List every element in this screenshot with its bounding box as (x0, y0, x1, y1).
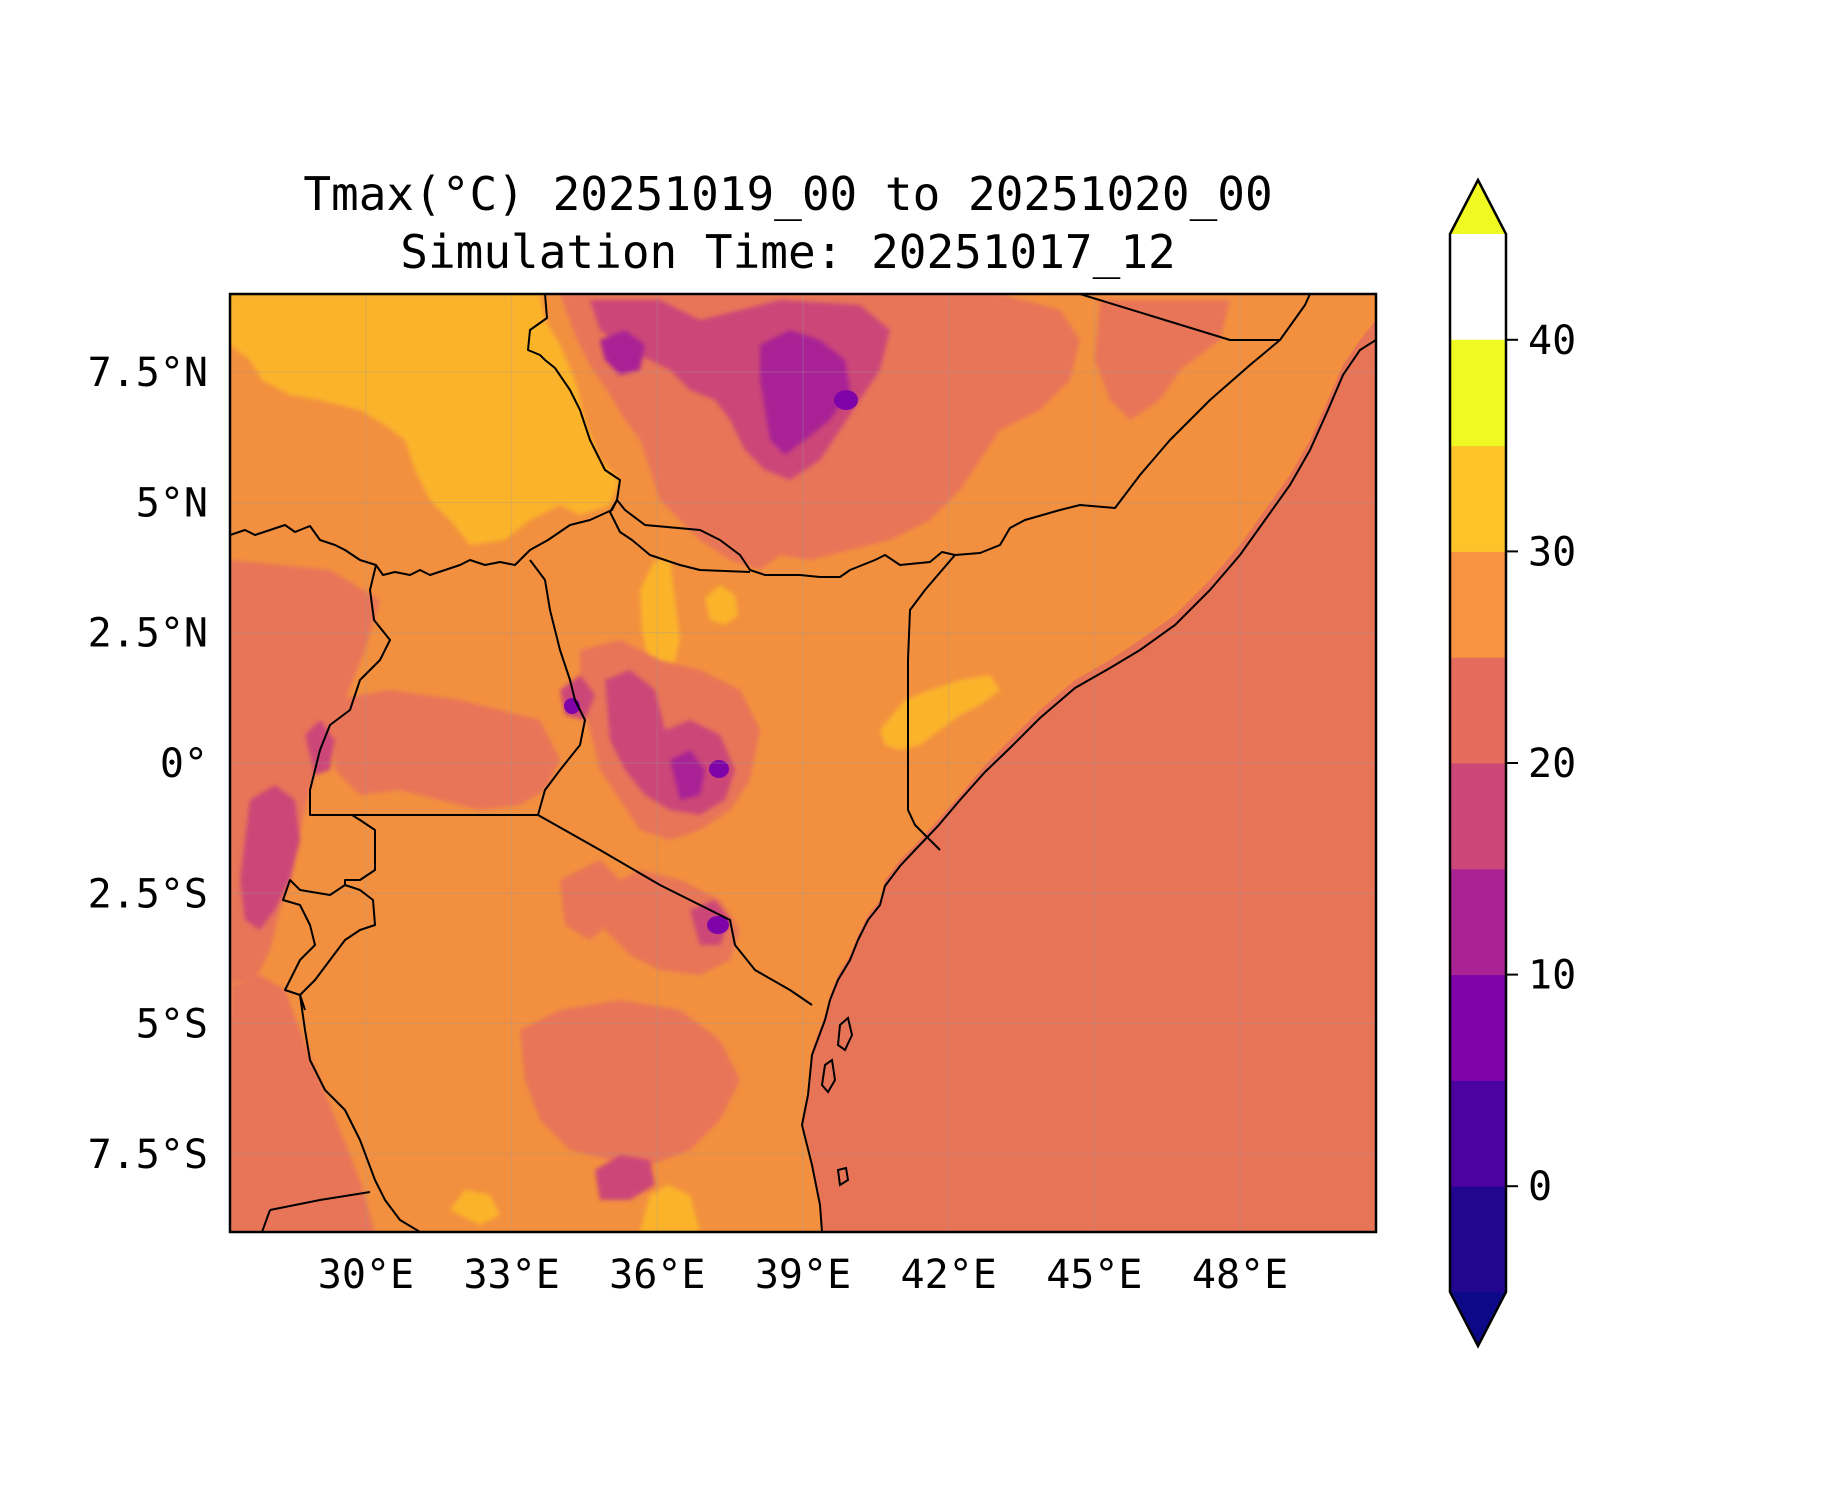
colorbar-tick-label: 20 (1528, 741, 1576, 787)
lat-tick-label: 2.5°S (88, 871, 208, 917)
lon-tick-label: 33°E (463, 1252, 559, 1298)
island-mafia (836, 1166, 850, 1187)
colorbar-tick-label: 30 (1528, 529, 1576, 575)
hot-patch-sw-kenya (880, 675, 1000, 750)
lat-tick-label: 7.5°N (88, 350, 208, 396)
lon-tick-label: 42°E (901, 1252, 997, 1298)
colorbar-outline (1448, 177, 1508, 1349)
hot-patch-somalia (705, 585, 738, 625)
map-panel (230, 294, 1376, 1232)
lat-tick-label: 5°N (136, 480, 208, 526)
colorbar-band (1450, 974, 1506, 1081)
colorbar-tick-label: 40 (1528, 318, 1576, 364)
cold-spot-kilimanjaro (707, 916, 729, 934)
hot-region-south-sudan (230, 294, 620, 545)
lat-tick-label: 2.5°N (88, 611, 208, 657)
map-frame (228, 292, 1378, 1234)
colorbar-over-triangle (1450, 180, 1506, 234)
cold-spot-ethiopia (834, 390, 858, 410)
colorbar-tick-label: 0 (1528, 1164, 1552, 1210)
colorbar-band (1450, 1186, 1506, 1293)
lon-tick-label: 36°E (609, 1252, 705, 1298)
colorbar: 0 10 20 30 40 (1448, 177, 1576, 1349)
colorbar-band (1450, 445, 1506, 552)
cool-region-southern-highlands (520, 1000, 740, 1165)
island-pemba (820, 1058, 837, 1094)
cold-core-ethiopia-west (600, 330, 645, 375)
map-title-line-2: Simulation Time: 20251017_12 (400, 225, 1175, 279)
colorbar-band (1450, 551, 1506, 658)
lon-tick-label: 30°E (318, 1252, 414, 1298)
map-gridlines (230, 294, 1376, 1232)
cool-region-lake-victoria-zone (330, 690, 560, 810)
cold-region-kivu (240, 785, 300, 930)
cool-region-rift-west (230, 975, 375, 1232)
lat-tick-label: 5°S (136, 1002, 208, 1048)
colorbar-band (1450, 1080, 1506, 1187)
cold-core-ethiopia (760, 330, 850, 455)
colorbar-tick-label: 10 (1528, 953, 1576, 999)
colorbar-band (1450, 868, 1506, 976)
colorbar-band (1450, 657, 1506, 764)
cool-region-tanzania-north (560, 860, 620, 940)
colorbar-band (1450, 763, 1506, 870)
lon-tick-label: 39°E (755, 1252, 851, 1298)
coastline (800, 339, 1376, 1232)
cold-core-kenya (670, 750, 705, 800)
ocean-field (802, 294, 1376, 1232)
hot-patch-south (640, 1185, 700, 1232)
colorbar-under-triangle (1450, 1292, 1506, 1346)
hot-patch-tanzania-west (450, 1190, 500, 1225)
colorbar-band (1450, 339, 1506, 447)
lat-axis: 7.5°N 5°N 2.5°N 0° 2.5°S 5°S 7.5°S (88, 350, 208, 1178)
cool-region-kilimanjaro (600, 870, 740, 975)
lat-tick-label: 7.5°S (88, 1132, 208, 1178)
cold-region-south (595, 1155, 655, 1200)
map-title-line-1: Tmax(°C) 20251019_00 to 20251020_00 (303, 167, 1272, 221)
lon-tick-label: 48°E (1192, 1252, 1288, 1298)
country-borders (230, 294, 1311, 1232)
lon-axis: 30°E 33°E 36°E 39°E 42°E 45°E 48°E (318, 1252, 1288, 1298)
lat-tick-label: 0° (160, 741, 208, 787)
cold-spot-mt-kenya (709, 760, 729, 778)
island-zanzibar (836, 1016, 854, 1052)
lon-tick-label: 45°E (1046, 1252, 1142, 1298)
